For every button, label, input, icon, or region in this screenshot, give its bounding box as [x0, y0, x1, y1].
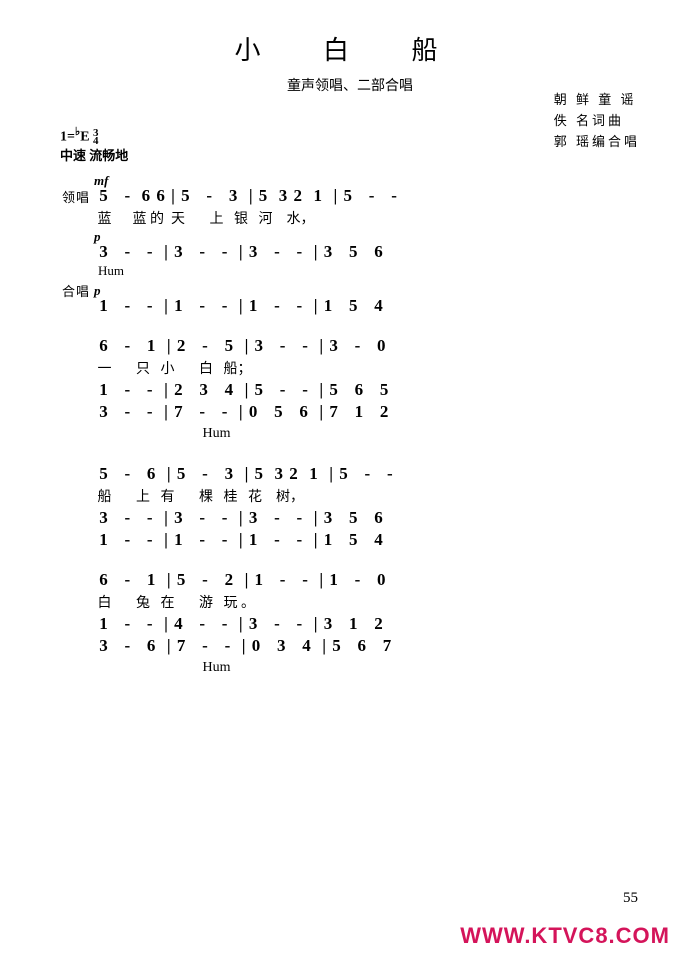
- system-1: mf 领唱 5 - 6 6 | 5 - 3 | 5 3 2 1 | 5 - - …: [60, 173, 640, 317]
- lead-notes-4: 6 - 1 | 5 - 2 | 1 - - | 1 - 0: [94, 570, 640, 590]
- chorus2-notes-1: 1 - - | 1 - - | 1 - - | 1 5 4: [94, 296, 640, 316]
- lead-lyrics-1: 蓝 蓝 的 天 上 银 河 水，: [94, 208, 640, 228]
- chorus2-notes-3: 1 - - | 1 - - | 1 - - | 1 5 4: [94, 530, 640, 550]
- chorus1-notes-3: 3 - - | 3 - - | 3 - - | 3 5 6: [94, 508, 640, 528]
- chorus1-notes-1: 3 - - | 3 - - | 3 - - | 3 5 6: [94, 242, 640, 262]
- system-3: 5 - 6 | 5 - 3 | 5 3 2 1 | 5 - - 船 上 有 棵 …: [60, 463, 640, 551]
- lead-lyrics-4: 白 兔 在 游 玩 。: [94, 592, 640, 612]
- hum-label-1: Hum: [98, 263, 640, 279]
- credits-block: 朝 鲜 童 谣 佚 名词曲 郭 瑶编合唱: [554, 90, 640, 152]
- chorus1-notes-2: 1 - - | 2 3 4 | 5 - - | 5 6 5: [94, 380, 640, 400]
- lead-notes-3: 5 - 6 | 5 - 3 | 5 3 2 1 | 5 - -: [94, 464, 640, 484]
- chorus1-notes-row: 3 - - | 3 - - | 3 - - | 3 5 6: [60, 241, 640, 263]
- lead-lyrics-row: 蓝 蓝 的 天 上 银 河 水，: [60, 207, 640, 229]
- lead-notes-2: 6 - 1 | 2 - 5 | 3 - - | 3 - 0: [94, 336, 640, 356]
- chorus2-notes-row: 1 - - | 1 - - | 1 - - | 1 5 4: [60, 295, 640, 317]
- label-lead: 领唱: [60, 187, 94, 206]
- credit-line-2: 佚 名词曲: [554, 111, 640, 132]
- system-2: 6 - 1 | 2 - 5 | 3 - - | 3 - 0 一 只 小 白 船；…: [60, 335, 640, 445]
- chorus1-notes-4: 1 - - | 4 - - | 3 - - | 3 1 2: [94, 614, 640, 634]
- credit-line-1: 朝 鲜 童 谣: [554, 90, 640, 111]
- chorus2-notes-4: 3 - 6 | 7 - - | 0 3 4 | 5 6 7: [94, 636, 640, 656]
- watermark: WWW.KTVC8.COM: [460, 923, 670, 949]
- chorus2-notes-2: 3 - - | 7 - - | 0 5 6 | 7 1 2: [94, 402, 640, 422]
- credit-line-3: 郭 瑶编合唱: [554, 132, 640, 153]
- lead-lyrics-3: 船 上 有 棵 桂 花 树，: [94, 486, 640, 506]
- hum-label-2: Hum: [94, 426, 640, 442]
- system-4: 6 - 1 | 5 - 2 | 1 - - | 1 - 0 白 兔 在 游 玩 …: [60, 569, 640, 679]
- label-chorus: 合唱: [60, 281, 94, 300]
- lead-notes-row: 领唱 5 - 6 6 | 5 - 3 | 5 3 2 1 | 5 - -: [60, 185, 640, 207]
- lead-notes-1: 5 - 6 6 | 5 - 3 | 5 3 2 1 | 5 - -: [94, 186, 640, 206]
- page-number: 55: [623, 890, 638, 907]
- song-title: 小 白 船: [60, 30, 640, 67]
- lead-lyrics-2: 一 只 小 白 船；: [94, 358, 640, 378]
- hum-label-4: Hum: [94, 660, 640, 676]
